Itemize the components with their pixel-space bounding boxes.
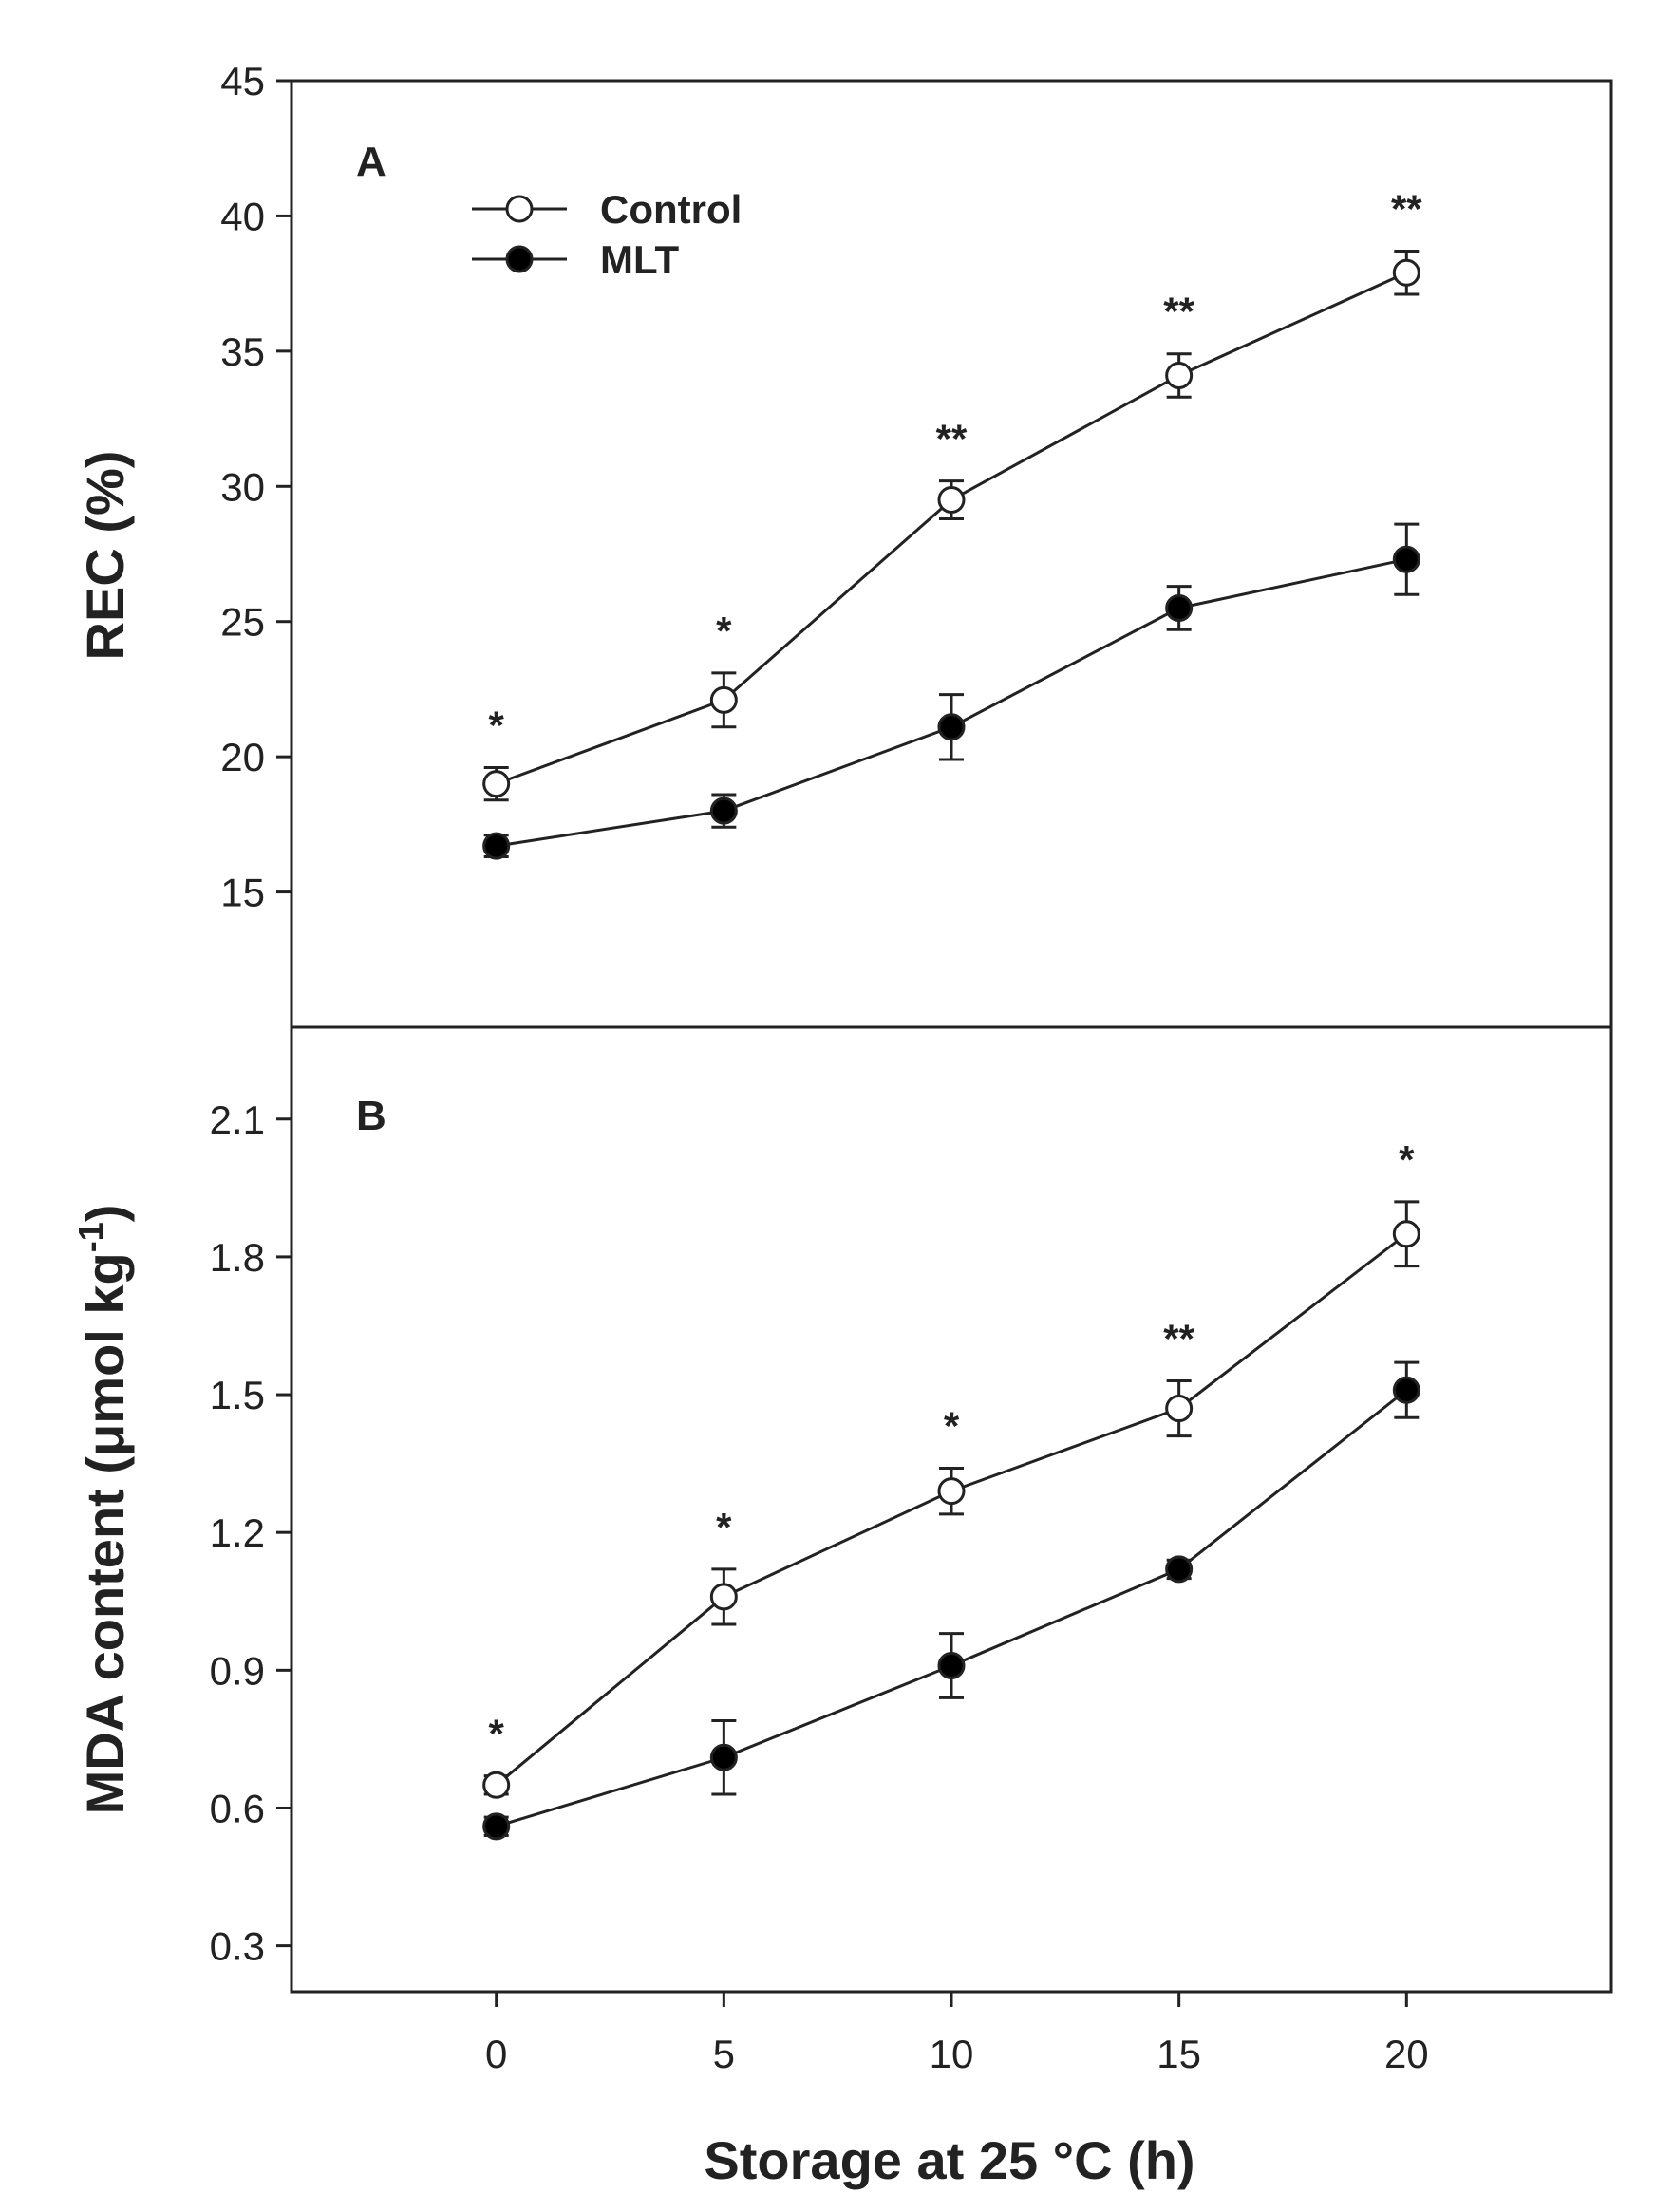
x-axis-title: Storage at 25 °C (h) bbox=[704, 2130, 1194, 2190]
panel-a-point-mlt bbox=[482, 832, 511, 860]
panel-a-y-tick-label: 30 bbox=[220, 464, 265, 509]
x-tick-label: 10 bbox=[930, 2032, 974, 2076]
legend-label-mlt: MLT bbox=[600, 237, 680, 282]
panel-a-y-tick-label: 15 bbox=[220, 871, 265, 915]
panel-b-y-tick-label: 1.5 bbox=[210, 1373, 265, 1417]
panel-b-point-mlt bbox=[937, 1651, 966, 1679]
legend: Control MLT bbox=[472, 187, 742, 282]
panel-b-point-control bbox=[1392, 1220, 1420, 1248]
panel-b-y-tick-label: 2.1 bbox=[210, 1097, 265, 1142]
panel-a-point-control bbox=[1392, 258, 1420, 287]
y-axis-title-superscript: -1 bbox=[71, 1222, 110, 1252]
panel-b-point-mlt bbox=[1165, 1555, 1194, 1584]
panel-b-significance-marker: * bbox=[716, 1505, 732, 1549]
panel-b-y-tick-label: 1.8 bbox=[210, 1235, 265, 1280]
panel-b-y-axis-title: MDA content (μmol kg-1) bbox=[71, 1205, 135, 1815]
panel-a-y-axis-title: REC (%) bbox=[75, 451, 135, 661]
panel-a-point-mlt bbox=[709, 797, 738, 825]
panel-b-significance-marker: * bbox=[1399, 1137, 1415, 1182]
x-tick-label: 20 bbox=[1384, 2032, 1429, 2076]
panel-b-point-mlt bbox=[1392, 1376, 1420, 1404]
panel-b-label: B bbox=[356, 1093, 386, 1139]
panel-a-label: A bbox=[356, 139, 386, 185]
panel-b-point-mlt bbox=[482, 1812, 511, 1841]
legend-marker-mlt bbox=[505, 245, 534, 273]
panel-b-y-tick-label: 0.3 bbox=[210, 1924, 265, 1969]
panel-b-y-tick-label: 1.2 bbox=[210, 1510, 265, 1555]
y-axis-title-close: ) bbox=[75, 1205, 135, 1223]
legend-label-control: Control bbox=[600, 187, 742, 232]
panel-b: 0.30.60.91.21.51.82.10 5 10 15 20****** bbox=[210, 1025, 1613, 2076]
panel-a-significance-marker: * bbox=[489, 703, 505, 748]
panel-b-point-control bbox=[709, 1583, 738, 1611]
panel-a-point-control bbox=[1165, 361, 1194, 389]
panel-b-y-tick-label: 0.9 bbox=[210, 1648, 265, 1693]
panel-b-significance-marker: * bbox=[944, 1403, 960, 1448]
panel-a-point-control bbox=[709, 685, 738, 714]
x-tick-label: 5 bbox=[713, 2032, 735, 2076]
panel-b-significance-marker: ** bbox=[1163, 1317, 1194, 1361]
panel-a-y-tick-label: 45 bbox=[220, 59, 265, 103]
panel-b-point-control bbox=[482, 1771, 511, 1799]
panel-b-point-control bbox=[1165, 1395, 1194, 1423]
panel-a-point-control bbox=[482, 770, 511, 798]
panel-a-significance-marker: ** bbox=[1163, 290, 1194, 334]
panel-b-significance-marker: * bbox=[489, 1712, 505, 1756]
panel-a-significance-marker: ** bbox=[936, 417, 968, 461]
panel-a-point-control bbox=[937, 486, 966, 515]
legend-marker-control bbox=[505, 195, 534, 223]
y-axis-title-main: MDA content (μmol kg bbox=[75, 1252, 135, 1814]
panel-a-y-tick-label: 35 bbox=[220, 329, 265, 374]
panel-b-point-control bbox=[937, 1477, 966, 1506]
panel-b-y-tick-label: 0.6 bbox=[210, 1786, 265, 1830]
panel-a-point-mlt bbox=[937, 713, 966, 741]
panel-a-point-mlt bbox=[1392, 545, 1420, 573]
panel-a-significance-marker: * bbox=[716, 609, 732, 653]
panel-a-point-mlt bbox=[1165, 593, 1194, 622]
panel-b-point-mlt bbox=[709, 1743, 738, 1771]
panel-a-y-tick-label: 20 bbox=[220, 735, 265, 779]
panel-a-y-tick-label: 25 bbox=[220, 600, 265, 645]
x-tick-label: 15 bbox=[1157, 2032, 1201, 2076]
panel-a-significance-marker: ** bbox=[1391, 186, 1422, 231]
panel-a-y-tick-label: 40 bbox=[220, 194, 265, 238]
x-tick-label: 0 bbox=[485, 2032, 507, 2076]
